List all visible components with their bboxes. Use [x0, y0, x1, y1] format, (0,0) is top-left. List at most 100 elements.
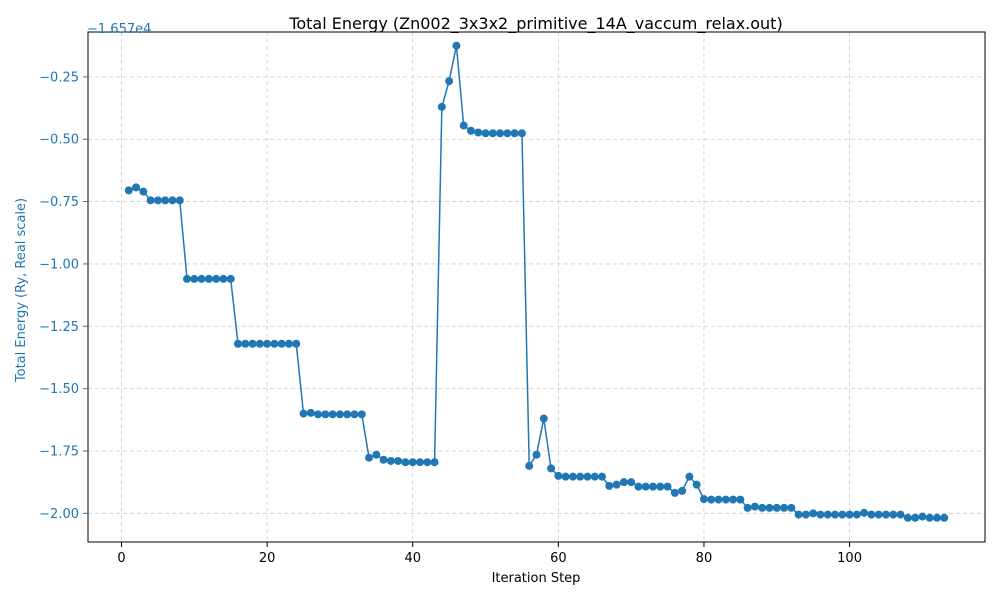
data-point: [743, 503, 752, 512]
data-points: [124, 41, 949, 522]
y-tick-label: −1.25: [39, 320, 79, 335]
data-point: [233, 339, 242, 348]
data-point: [423, 458, 432, 467]
data-point: [525, 461, 534, 470]
data-point: [721, 495, 730, 504]
x-tick-label: 100: [837, 551, 862, 566]
data-point: [787, 503, 796, 512]
data-point: [503, 129, 512, 138]
data-point: [510, 129, 519, 138]
data-point: [641, 482, 650, 491]
y-tick-label: −0.50: [39, 133, 79, 148]
data-point: [386, 456, 395, 465]
data-point: [903, 513, 912, 522]
data-point: [183, 274, 192, 283]
y-tick-label: −2.00: [39, 507, 79, 522]
data-point: [736, 495, 745, 504]
data-point: [314, 410, 323, 419]
data-point: [765, 503, 774, 512]
data-point: [357, 410, 366, 419]
data-point: [656, 482, 665, 491]
data-point: [605, 481, 614, 490]
data-point: [816, 510, 825, 519]
x-axis-ticks: 0 20 40 60 80 100: [117, 542, 862, 566]
data-point: [306, 408, 315, 417]
data-point: [598, 472, 607, 481]
plot-frame: [87, 31, 986, 543]
data-point: [161, 196, 170, 205]
data-point: [583, 472, 592, 481]
data-point: [212, 274, 221, 283]
data-point: [241, 339, 250, 348]
x-tick-label: 40: [404, 551, 421, 566]
grid-lines: [88, 32, 985, 542]
data-point: [845, 510, 854, 519]
data-point: [809, 509, 818, 518]
data-point: [248, 339, 257, 348]
data-point: [197, 274, 206, 283]
data-point: [401, 458, 410, 467]
data-point: [867, 510, 876, 519]
data-point: [379, 455, 388, 464]
y-tick-label: −1.75: [39, 444, 79, 459]
x-tick-label: 60: [550, 551, 567, 566]
data-point: [838, 510, 847, 519]
data-point: [168, 196, 177, 205]
data-point: [692, 480, 701, 489]
y-axis-offset-label: −1.657e4: [87, 22, 151, 37]
data-point: [263, 339, 272, 348]
data-point: [758, 503, 767, 512]
data-point: [175, 196, 184, 205]
data-point: [911, 513, 920, 522]
y-axis-ticks: −2.00 −1.75 −1.50 −1.25 −1.00 −0.75 −0.50 −0.25: [39, 70, 88, 522]
data-point: [146, 196, 155, 205]
data-point: [612, 480, 621, 489]
data-point: [576, 472, 585, 481]
chart-title: Total Energy (Zn002_3x3x2_primitive_14A_…: [288, 14, 782, 34]
data-point: [496, 129, 505, 138]
series-line: [128, 45, 945, 519]
data-point: [750, 502, 759, 511]
data-point: [430, 458, 439, 467]
data-point: [772, 503, 781, 512]
data-point: [270, 339, 279, 348]
data-point: [452, 41, 461, 50]
data-point: [416, 458, 425, 467]
data-point: [852, 510, 861, 519]
data-point: [284, 339, 293, 348]
data-point: [729, 495, 738, 504]
data-point: [707, 495, 716, 504]
data-point: [488, 129, 497, 138]
data-point: [328, 410, 337, 419]
data-point: [685, 472, 694, 481]
data-point: [321, 410, 330, 419]
x-tick-label: 80: [696, 551, 713, 566]
data-point: [394, 456, 403, 465]
data-point: [932, 513, 941, 522]
data-point: [860, 508, 869, 517]
data-point: [255, 339, 264, 348]
data-point: [547, 464, 556, 473]
y-axis-label: Total Energy (Ry, Real scale): [14, 198, 29, 383]
energy-series-line: [128, 45, 945, 519]
data-point: [474, 128, 483, 137]
data-point: [925, 513, 934, 522]
data-point: [190, 274, 199, 283]
data-point: [372, 450, 381, 459]
data-point: [568, 472, 577, 481]
data-point: [445, 77, 454, 86]
x-tick-label: 20: [259, 551, 276, 566]
data-point: [831, 510, 840, 519]
data-point: [350, 410, 359, 419]
data-point: [139, 187, 148, 196]
data-point: [204, 274, 213, 283]
data-point: [532, 450, 541, 459]
data-point: [940, 513, 949, 522]
x-tick-label: 0: [117, 551, 125, 566]
data-point: [794, 510, 803, 519]
data-point: [590, 472, 599, 481]
data-point: [219, 274, 228, 283]
data-point: [343, 410, 352, 419]
data-point: [648, 482, 657, 491]
